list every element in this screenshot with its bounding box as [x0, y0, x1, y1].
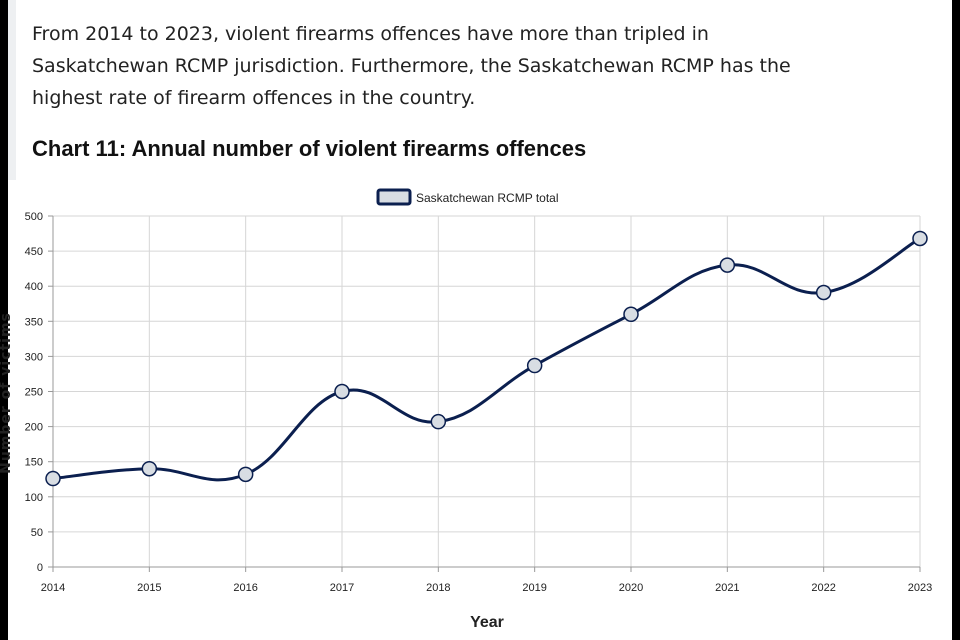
- y-tick-labels: 0 50 100 150 200 250 300 350 400 450 500: [25, 211, 43, 574]
- y-tick-label: 450: [25, 246, 43, 258]
- data-point[interactable]: [815, 284, 832, 301]
- y-tick-label: 100: [25, 492, 43, 504]
- article-page: From 2014 to 2023, violent firearms offe…: [8, 0, 952, 640]
- legend-swatch[interactable]: [376, 188, 412, 206]
- x-tick-label: 2020: [619, 582, 643, 594]
- data-point[interactable]: [526, 357, 543, 374]
- data-point[interactable]: [334, 383, 350, 400]
- data-markers: [45, 230, 928, 487]
- x-tick-label: 2023: [908, 582, 932, 594]
- grid-lines: [52, 215, 921, 568]
- data-point[interactable]: [719, 257, 736, 273]
- x-tick-label: 2021: [715, 582, 739, 594]
- y-tick-label: 50: [31, 527, 43, 539]
- x-tick-label: 2018: [426, 582, 450, 594]
- intro-paragraph: From 2014 to 2023, violent firearms offe…: [32, 23, 791, 109]
- data-point[interactable]: [45, 470, 61, 487]
- y-tick-label: 300: [25, 351, 43, 363]
- legend[interactable]: Saskatchewan RCMP total: [376, 188, 559, 206]
- data-point[interactable]: [141, 460, 158, 477]
- x-tick-labels: 2014 2015 2016 2017 2018 2019 2020 2021 2022 2023: [41, 582, 932, 594]
- data-point[interactable]: [623, 306, 639, 323]
- y-tick-label: 500: [25, 211, 43, 223]
- legend-label: Saskatchewan RCMP total: [416, 191, 559, 205]
- x-tick-label: 2022: [811, 582, 835, 594]
- series-lines: [52, 237, 921, 482]
- x-tick-label: 2019: [522, 582, 546, 594]
- data-point[interactable]: [912, 230, 928, 247]
- chart-title: Chart 11: Annual number of violent firea…: [32, 136, 587, 161]
- x-tick-label: 2014: [41, 582, 65, 594]
- y-tick-label: 200: [25, 422, 43, 434]
- x-axis-title: Year: [470, 614, 504, 631]
- y-tick-label: 0: [37, 562, 43, 574]
- axes: [48, 215, 921, 572]
- y-axis-title: Number of victims: [0, 312, 14, 474]
- left-border-strip: [8, 0, 16, 180]
- series-line: [52, 237, 921, 482]
- y-tick-label: 250: [25, 387, 43, 399]
- y-tick-label: 400: [25, 281, 43, 293]
- data-point[interactable]: [237, 466, 254, 483]
- data-point[interactable]: [430, 413, 447, 430]
- y-tick-label: 350: [25, 316, 43, 328]
- x-tick-label: 2015: [137, 582, 161, 594]
- y-tick-label: 150: [25, 457, 43, 469]
- x-tick-label: 2017: [330, 582, 354, 594]
- x-tick-label: 2016: [233, 582, 257, 594]
